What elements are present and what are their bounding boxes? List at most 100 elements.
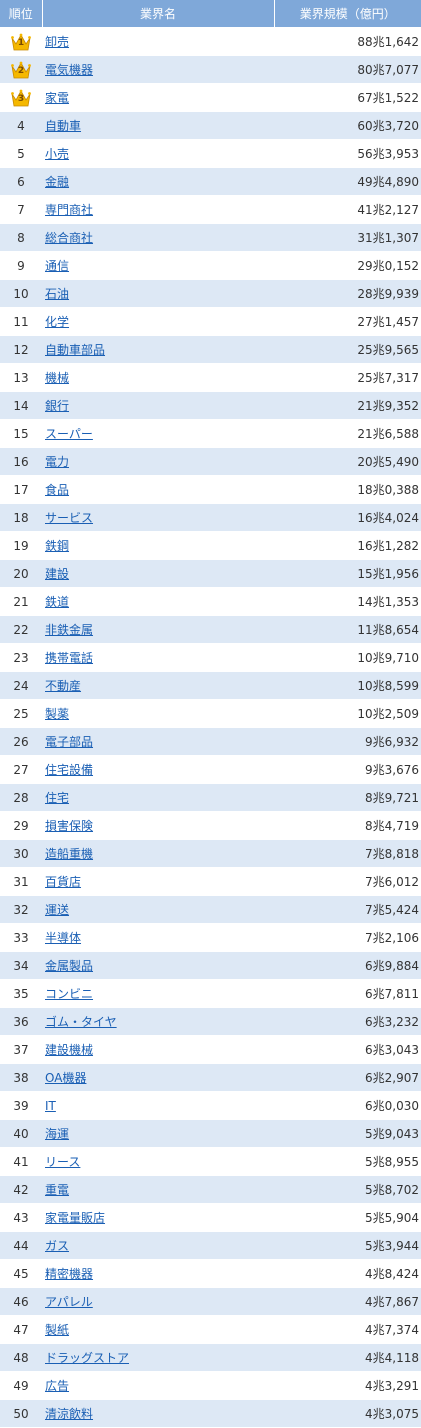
table-row: 9 通信 29兆0,152 xyxy=(0,251,421,280)
industry-cell: 専門商社 xyxy=(42,195,274,224)
industry-link[interactable]: 銀行 xyxy=(45,399,70,413)
column-header-rank: 順位 xyxy=(0,0,43,28)
industry-link[interactable]: IT xyxy=(45,1098,56,1113)
size-cell: 25兆9,565 xyxy=(274,335,421,364)
industry-link[interactable]: 非鉄金属 xyxy=(45,623,94,637)
industry-link[interactable]: 電子部品 xyxy=(45,735,94,749)
table-row: 25 製薬 10兆2,509 xyxy=(0,699,421,728)
size-cell: 21兆6,588 xyxy=(274,419,421,448)
rank-cell: 24 xyxy=(0,671,42,700)
table-row: 35 コンビニ 6兆7,811 xyxy=(0,979,421,1008)
size-cell: 7兆2,106 xyxy=(274,923,421,952)
size-cell: 5兆9,043 xyxy=(274,1119,421,1148)
industry-cell: 通信 xyxy=(42,251,274,280)
industry-link[interactable]: コンビニ xyxy=(45,987,94,1001)
table-row: 49 広告 4兆3,291 xyxy=(0,1371,421,1400)
rank-cell: 11 xyxy=(0,307,42,336)
rank-number: 1 xyxy=(17,37,25,48)
table-row: 3 家電 67兆1,522 xyxy=(0,83,421,112)
industry-link[interactable]: 建設 xyxy=(45,567,70,581)
table-row: 30 造船重機 7兆8,818 xyxy=(0,839,421,868)
industry-cell: 不動産 xyxy=(42,671,274,700)
industry-link[interactable]: 通信 xyxy=(45,259,70,273)
rank-cell: 32 xyxy=(0,895,42,924)
industry-link[interactable]: 住宅 xyxy=(45,791,70,805)
industry-cell: ゴム・タイヤ xyxy=(42,1007,274,1036)
industry-link[interactable]: 精密機器 xyxy=(45,1267,94,1281)
industry-link[interactable]: 鉄鋼 xyxy=(45,539,70,553)
industry-link[interactable]: 金融 xyxy=(45,175,70,189)
industry-link[interactable]: 不動産 xyxy=(45,679,82,693)
industry-link[interactable]: 鉄道 xyxy=(45,595,70,609)
industry-link[interactable]: 半導体 xyxy=(45,931,82,945)
column-header-size: 業界規模（億円） xyxy=(274,0,421,28)
industry-link[interactable]: 運送 xyxy=(45,903,70,917)
industry-link[interactable]: 自動車 xyxy=(45,119,82,133)
industry-link[interactable]: 食品 xyxy=(45,483,70,497)
size-cell: 6兆3,043 xyxy=(274,1035,421,1064)
industry-cell: 住宅設備 xyxy=(42,755,274,784)
rank-number: 2 xyxy=(17,65,25,76)
industry-link[interactable]: 造船重機 xyxy=(45,847,94,861)
industry-link[interactable]: 海運 xyxy=(45,1127,70,1141)
table-row: 12 自動車部品 25兆9,565 xyxy=(0,335,421,364)
table-row: 22 非鉄金属 11兆8,654 xyxy=(0,615,421,644)
industry-link[interactable]: 専門商社 xyxy=(45,203,94,217)
industry-link[interactable]: ドラッグストア xyxy=(45,1351,130,1365)
rank-cell: 28 xyxy=(0,783,42,812)
industry-link[interactable]: サービス xyxy=(45,511,94,525)
rank-cell: 20 xyxy=(0,559,42,588)
table-row: 48 ドラッグストア 4兆4,118 xyxy=(0,1343,421,1372)
industry-link[interactable]: 機械 xyxy=(45,371,70,385)
industry-link[interactable]: 家電 xyxy=(45,91,70,105)
industry-link[interactable]: 製薬 xyxy=(45,707,70,721)
industry-link[interactable]: 清涼飲料 xyxy=(45,1407,94,1421)
rank-cell: 1 xyxy=(0,27,42,56)
rank-cell: 16 xyxy=(0,447,42,476)
industry-link[interactable]: 百貨店 xyxy=(45,875,82,889)
rank-cell: 38 xyxy=(0,1063,42,1092)
rank-cell: 31 xyxy=(0,867,42,896)
industry-link[interactable]: 卸売 xyxy=(45,35,70,49)
industry-link[interactable]: 損害保険 xyxy=(45,819,94,833)
industry-link[interactable]: 広告 xyxy=(45,1379,70,1393)
size-cell: 10兆8,599 xyxy=(274,671,421,700)
rank-cell: 37 xyxy=(0,1035,42,1064)
rank-number: 3 xyxy=(17,93,25,104)
industry-link[interactable]: 石油 xyxy=(45,287,70,301)
industry-link[interactable]: 家電量販店 xyxy=(45,1211,106,1225)
industry-cell: サービス xyxy=(42,503,274,532)
industry-link[interactable]: 製紙 xyxy=(45,1323,70,1337)
rank-cell: 5 xyxy=(0,139,42,168)
industry-link[interactable]: 建設機械 xyxy=(45,1043,94,1057)
industry-link[interactable]: ガス xyxy=(45,1239,70,1253)
industry-cell: 広告 xyxy=(42,1371,274,1400)
rank-cell: 3 xyxy=(0,83,42,112)
industry-link[interactable]: 重電 xyxy=(45,1183,70,1197)
size-cell: 8兆4,719 xyxy=(274,811,421,840)
rank-cell: 46 xyxy=(0,1287,42,1316)
industry-link[interactable]: 化学 xyxy=(45,315,70,329)
industry-link[interactable]: 携帯電話 xyxy=(45,651,94,665)
industry-link[interactable]: 電気機器 xyxy=(45,63,94,77)
industry-link[interactable]: OA機器 xyxy=(45,1071,87,1085)
industry-link[interactable]: リース xyxy=(45,1155,81,1169)
table-row: 14 銀行 21兆9,352 xyxy=(0,391,421,420)
industry-link[interactable]: 住宅設備 xyxy=(45,763,94,777)
industry-cell: 卸売 xyxy=(42,27,274,56)
table-row: 7 専門商社 41兆2,127 xyxy=(0,195,421,224)
industry-link[interactable]: スーパー xyxy=(45,427,93,441)
industry-link[interactable]: 電力 xyxy=(45,455,70,469)
industry-link[interactable]: 総合商社 xyxy=(45,231,94,245)
table-row: 6 金融 49兆4,890 xyxy=(0,167,421,196)
size-cell: 16兆1,282 xyxy=(274,531,421,560)
industry-cell: OA機器 xyxy=(42,1063,274,1092)
industry-link[interactable]: 自動車部品 xyxy=(45,343,106,357)
industry-link[interactable]: 小売 xyxy=(45,147,70,161)
rank-cell: 41 xyxy=(0,1147,42,1176)
industry-link[interactable]: ゴム・タイヤ xyxy=(45,1015,117,1029)
industry-link[interactable]: アパレル xyxy=(45,1295,93,1309)
industry-cell: 機械 xyxy=(42,363,274,392)
industry-cell: 食品 xyxy=(42,475,274,504)
industry-link[interactable]: 金属製品 xyxy=(45,959,94,973)
